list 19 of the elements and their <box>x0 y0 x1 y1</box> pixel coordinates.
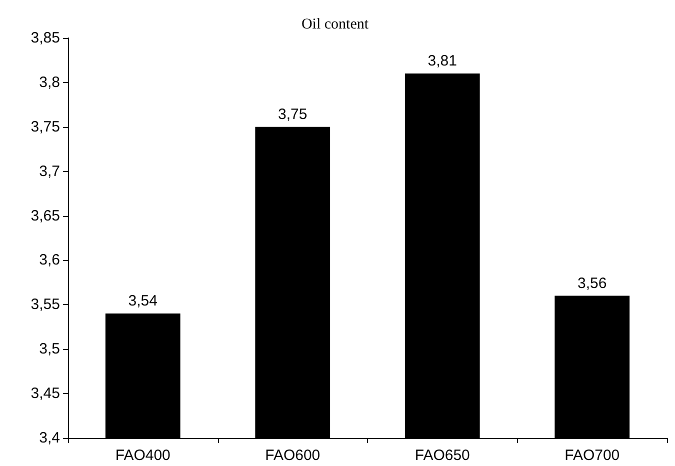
x-tick-label: FAO700 <box>564 447 620 464</box>
y-tick-label: 3,8 <box>39 74 60 91</box>
x-tick-label: FAO650 <box>414 447 470 464</box>
y-tick-label: 3,6 <box>39 252 60 269</box>
x-tick-label: FAO400 <box>115 447 170 464</box>
data-label: 3,81 <box>428 52 457 70</box>
data-label: 3,75 <box>278 106 308 123</box>
y-tick-label: 3,75 <box>30 118 60 136</box>
y-tick-label: 3,45 <box>30 385 60 402</box>
y-tick-label: 3,55 <box>30 296 60 314</box>
y-tick-label: 3,85 <box>30 30 60 46</box>
chart-title: Oil content <box>301 16 370 32</box>
y-tick-label: 3,7 <box>39 162 60 180</box>
y-tick-label: 3,65 <box>30 207 60 224</box>
data-label: 3,54 <box>128 292 158 310</box>
x-tick-label: FAO600 <box>265 447 320 464</box>
y-tick-label: 3,5 <box>39 340 60 358</box>
y-tick-label: 3,4 <box>39 430 60 446</box>
data-label: 3,56 <box>578 274 607 292</box>
